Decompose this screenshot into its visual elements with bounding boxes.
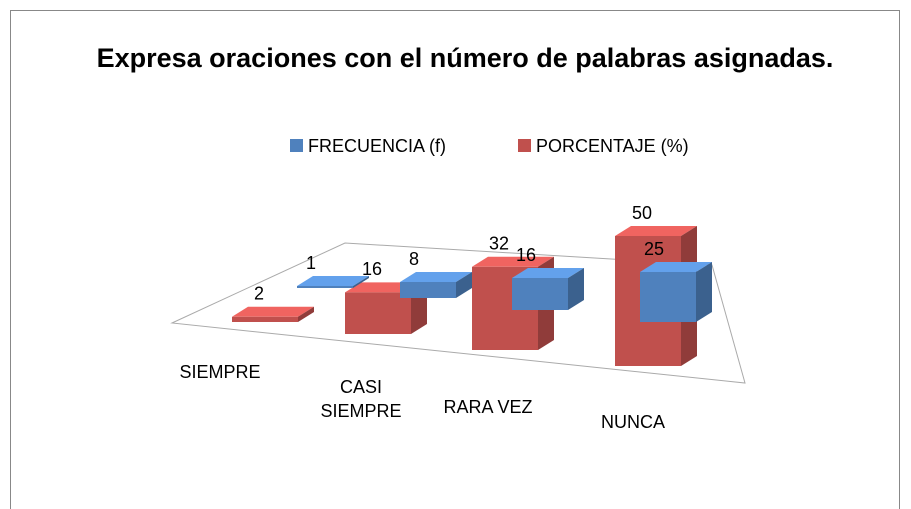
legend-label: PORCENTAJE (%) xyxy=(536,136,689,156)
bar-front xyxy=(345,292,411,334)
value-label: 50 xyxy=(632,203,652,223)
bar-top xyxy=(297,276,369,286)
bar-front xyxy=(232,316,298,322)
bar-side xyxy=(696,262,712,322)
bar-top xyxy=(472,256,554,267)
bar-side xyxy=(568,268,584,310)
value-label: 32 xyxy=(489,234,509,254)
bar-side xyxy=(456,272,472,298)
bar xyxy=(232,306,314,322)
bar-top xyxy=(615,226,697,236)
legend-swatch xyxy=(290,139,303,152)
x-tick-label: RARA VEZ xyxy=(443,397,533,417)
bar-top xyxy=(400,272,472,282)
bar xyxy=(297,276,369,288)
x-tick-label: SIEMPRE xyxy=(179,362,261,382)
bar-top xyxy=(232,306,314,317)
value-label: 16 xyxy=(362,259,382,279)
bar xyxy=(400,272,472,298)
bar-front xyxy=(640,272,696,322)
bar xyxy=(512,268,584,310)
value-label: 1 xyxy=(306,253,316,273)
bar-side xyxy=(298,306,314,322)
bar-front xyxy=(400,282,456,298)
value-label: 25 xyxy=(644,239,664,259)
bar-top xyxy=(512,268,584,278)
bar-top xyxy=(640,262,712,272)
legend-label: FRECUENCIA (f) xyxy=(308,136,446,156)
legend-swatch xyxy=(518,139,531,152)
bar-front xyxy=(297,286,353,288)
bar-side xyxy=(353,276,369,288)
bar xyxy=(640,262,712,322)
chart-border xyxy=(10,10,900,509)
value-label: 8 xyxy=(409,249,419,269)
x-tick-label: NUNCA xyxy=(600,412,665,432)
chart-title: Expresa oraciones con el número de palab… xyxy=(96,43,834,73)
value-label: 16 xyxy=(516,245,536,265)
bar-front xyxy=(512,278,568,310)
x-tick-label: CASI SIEMPRE xyxy=(320,377,402,421)
value-label: 2 xyxy=(254,284,264,304)
